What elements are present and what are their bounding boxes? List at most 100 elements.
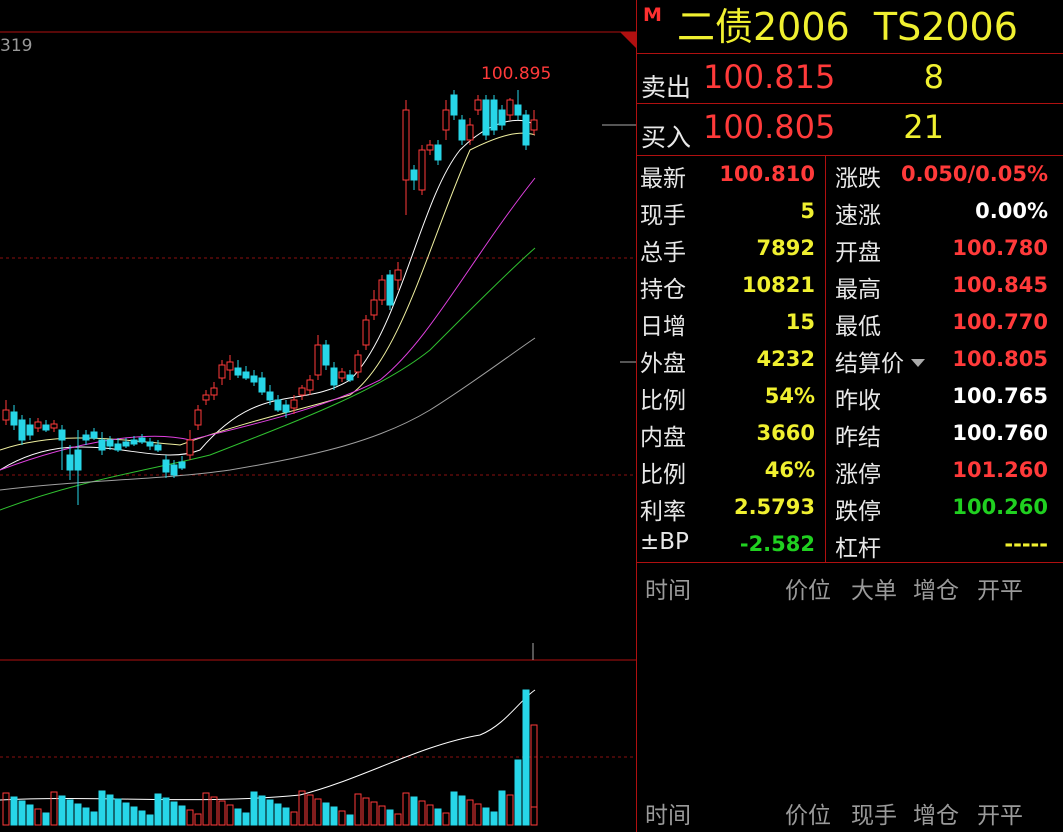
volume-bar xyxy=(258,795,266,826)
volume-bar xyxy=(370,801,378,826)
candle-body xyxy=(450,94,458,116)
stat-label-right: 最低 xyxy=(835,314,881,340)
candle-body xyxy=(170,464,178,476)
candle-body xyxy=(154,444,162,451)
candle-body xyxy=(418,149,426,191)
stats-row: 最新 100.810 涨跌 0.050/0.05% xyxy=(637,156,1063,193)
stat-label-right: 最高 xyxy=(835,277,881,303)
volume-bar xyxy=(378,805,386,826)
volume-bar xyxy=(426,804,434,826)
candle-body xyxy=(290,399,298,409)
stats-row: 比例 54% 昨收 100.765 xyxy=(637,378,1063,415)
volume-bar xyxy=(330,806,338,826)
market-badge: M xyxy=(643,4,662,26)
stats-row: 总手 7892 开盘 100.780 xyxy=(637,230,1063,267)
candle-body xyxy=(490,99,498,131)
candle-body xyxy=(386,274,394,306)
volume-bar xyxy=(458,795,466,826)
stat-value-left: 10821 xyxy=(741,273,815,297)
volume-bar xyxy=(514,759,522,826)
volume-ma-line xyxy=(0,689,536,801)
candle-body xyxy=(314,344,322,376)
tick-header-2: 时间 价位 现手 增仓 开平 xyxy=(637,790,1063,830)
stat-label-left: 内盘 xyxy=(640,425,686,451)
candle-body xyxy=(18,419,26,441)
volume-bar xyxy=(394,813,402,826)
volume-bar xyxy=(490,811,498,826)
volume-bar xyxy=(290,811,298,826)
ma40-line xyxy=(0,247,536,511)
volume-bar xyxy=(434,808,442,826)
sell-label: 卖出 xyxy=(641,73,692,102)
stats-row: 利率 2.5793 跌停 100.260 xyxy=(637,489,1063,526)
stats-divider xyxy=(825,156,826,562)
candle-body xyxy=(194,409,202,426)
stat-value-right: 100.260 xyxy=(952,495,1048,519)
stat-label-left: 比例 xyxy=(640,462,686,488)
volume-bar xyxy=(314,798,322,826)
col-pos: 增仓 xyxy=(913,578,959,604)
candle-body xyxy=(522,114,530,146)
candle-body xyxy=(338,371,346,379)
volume-bar xyxy=(218,800,226,826)
volume-bar xyxy=(34,808,42,826)
sell-row[interactable]: 卖出 100.815 8 xyxy=(637,54,1063,104)
candle-body xyxy=(322,344,330,366)
stat-label-left: 外盘 xyxy=(640,351,686,377)
candle-body xyxy=(234,367,242,376)
stats-row: 外盘 4232 结算价 100.805 xyxy=(637,341,1063,378)
stat-label-right: 结算价 xyxy=(835,351,904,377)
stat-label-right: 涨跌 xyxy=(835,166,881,192)
ma5-line xyxy=(0,119,536,471)
candle-body xyxy=(50,423,58,429)
candle-body xyxy=(58,429,66,441)
stat-value-left: 46% xyxy=(764,458,815,482)
candle-body xyxy=(498,109,506,126)
col-hand-2: 现手 xyxy=(851,803,897,829)
candle-body xyxy=(106,439,114,447)
volume-bar xyxy=(18,800,26,826)
volume-bar xyxy=(98,790,106,826)
stat-label-left: 最新 xyxy=(640,166,686,192)
candle-body xyxy=(466,124,474,141)
volume-bar xyxy=(162,797,170,826)
volume-bar xyxy=(402,792,410,826)
volume-bar xyxy=(354,793,362,826)
stat-value-right: 100.760 xyxy=(952,421,1048,445)
dropdown-arrow-icon[interactable] xyxy=(911,359,925,367)
stat-label-right: 跌停 xyxy=(835,499,881,525)
volume-bar xyxy=(186,809,194,826)
candle-body xyxy=(474,99,482,111)
candle-body xyxy=(506,99,514,116)
volume-bar xyxy=(386,809,394,826)
volume-bar xyxy=(306,794,314,826)
stats-row: 日增 15 最低 100.770 xyxy=(637,304,1063,341)
volume-bar xyxy=(90,811,98,826)
col-time-2: 时间 xyxy=(645,803,691,829)
volume-bar xyxy=(146,814,154,826)
volume-bar xyxy=(266,799,274,826)
stat-value-left: 54% xyxy=(764,384,815,408)
volume-bar xyxy=(138,810,146,826)
stats-row: 比例 46% 涨停 101.260 xyxy=(637,452,1063,489)
candle-body xyxy=(426,144,434,151)
stat-value-right: 100.805 xyxy=(952,347,1048,371)
candle-body xyxy=(10,411,18,426)
stat-value-left: 7892 xyxy=(756,236,815,260)
stat-label-left: 比例 xyxy=(640,388,686,414)
volume-bar xyxy=(322,802,330,826)
volume-bar xyxy=(498,790,506,826)
stat-value-left: 5 xyxy=(800,199,815,223)
buy-row[interactable]: 买入 100.805 21 xyxy=(637,104,1063,154)
candle-body xyxy=(410,169,418,181)
volume-bar xyxy=(346,814,354,826)
volume-bar xyxy=(226,804,234,826)
stat-value-left: 3660 xyxy=(756,421,815,445)
kline-chart[interactable]: 319 100.895 xyxy=(0,0,636,832)
candle-body xyxy=(90,431,98,439)
candle-body xyxy=(330,367,338,386)
volume-bar xyxy=(474,803,482,826)
candle-body xyxy=(402,109,410,181)
candle-body xyxy=(98,439,106,451)
candle-body xyxy=(226,361,234,371)
